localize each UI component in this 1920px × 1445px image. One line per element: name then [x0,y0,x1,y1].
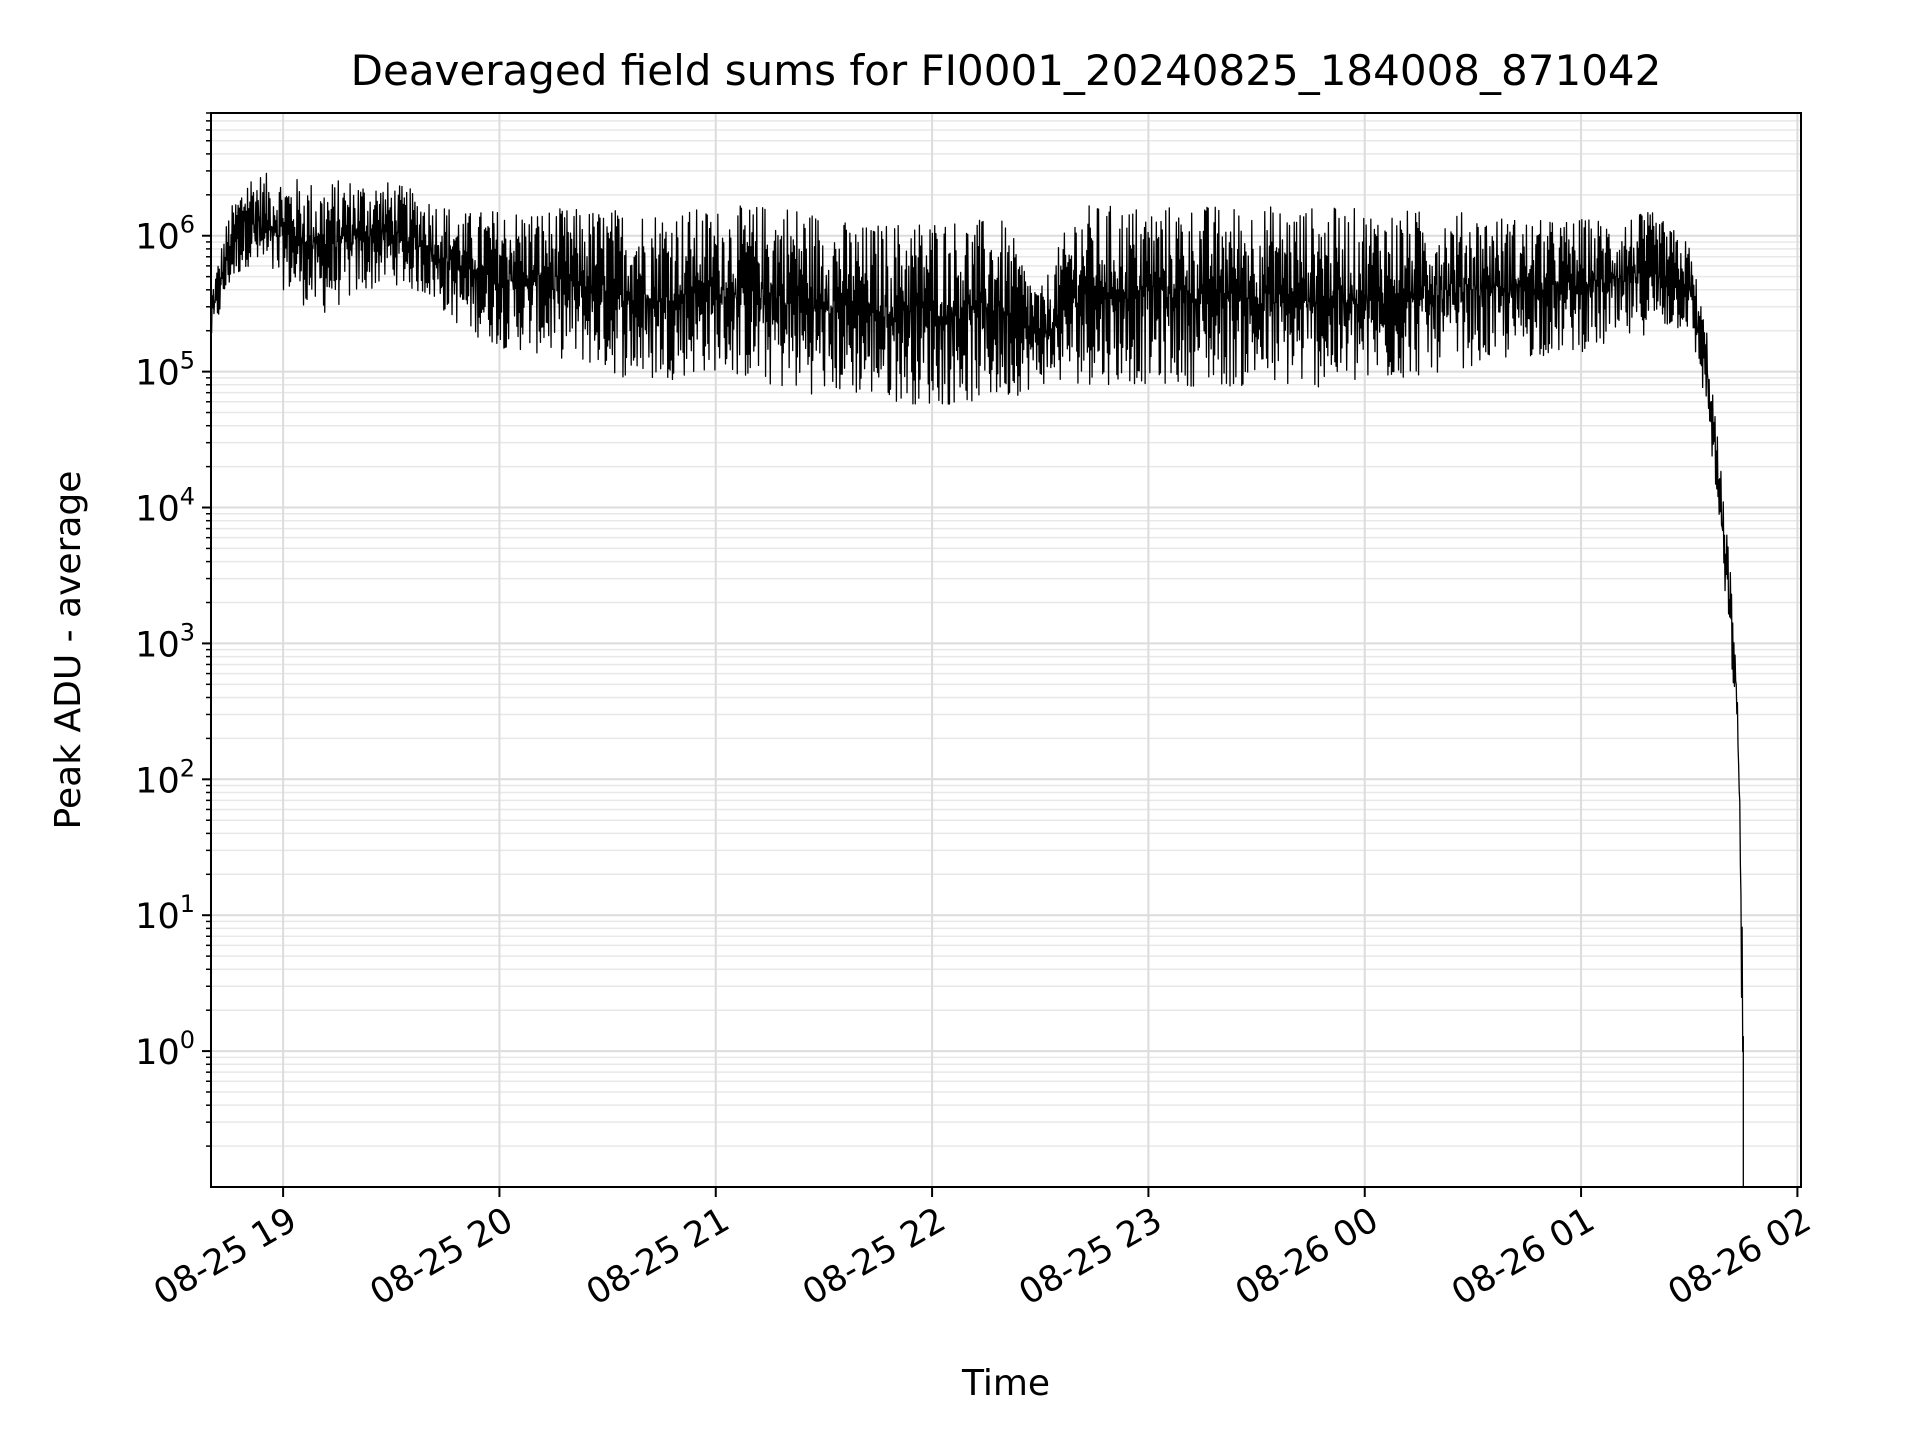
y-tick-label: 103 [135,618,195,665]
series-line [210,172,1744,1187]
y-tick-label: 105 [135,347,195,394]
data-layer [210,172,1744,1187]
x-axis-label: Time [961,1363,1050,1404]
y-tick-label: 100 [135,1026,195,1073]
y-tick-label: 102 [135,754,195,801]
y-tick-label: 106 [135,211,195,258]
chart-title: Deaveraged field sums for FI0001_2024082… [351,46,1662,95]
y-axis: 100 101 102 103 104 105 106 [135,112,211,1147]
y-axis-label: Peak ADU - average [48,471,89,830]
y-tick-label: 101 [135,890,195,937]
grid [211,112,1801,1187]
y-tick-label: 104 [135,483,195,530]
